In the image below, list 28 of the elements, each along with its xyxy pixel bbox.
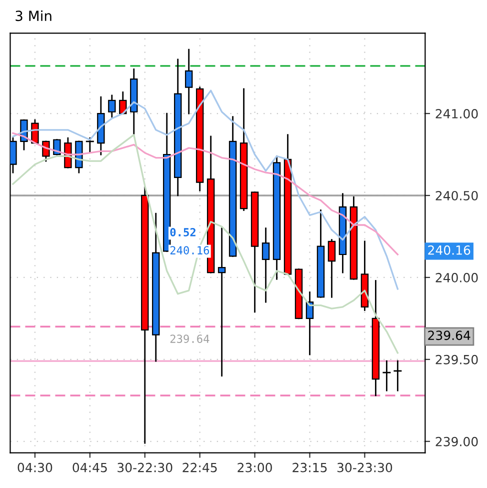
annotation: 240.16 xyxy=(170,246,210,254)
candlestick xyxy=(394,360,402,392)
text: 239.64 xyxy=(428,330,470,340)
x-tick-label: 30-23:30 xyxy=(337,462,392,472)
chart-title: 3 Min xyxy=(16,10,52,22)
x-tick-label: 04:45 xyxy=(72,462,107,472)
candlestick xyxy=(328,239,336,298)
y-tick-label: 239.50 xyxy=(436,354,478,364)
y-tick-label: 240.50 xyxy=(436,190,478,200)
candlestick xyxy=(108,94,116,118)
y-tick-label: 241.00 xyxy=(436,108,478,118)
text: 240.16 xyxy=(428,245,470,255)
candlestick xyxy=(218,228,226,377)
line-series xyxy=(12,90,399,290)
candlestick xyxy=(262,228,270,303)
x-tick-label: 23:15 xyxy=(292,462,327,472)
line-series xyxy=(12,134,399,354)
x-tick-label: 30-22:30 xyxy=(118,462,172,472)
x-tick-label: 22:45 xyxy=(182,462,217,472)
candlestick xyxy=(53,139,61,156)
candlestick xyxy=(86,137,94,154)
x-tick-label: 04:30 xyxy=(18,462,52,472)
annotation: 239.64 xyxy=(170,334,210,343)
x-tick-label: 23:00 xyxy=(238,462,272,472)
y-tick-label: 240.00 xyxy=(436,272,478,282)
annotation: 0.52 xyxy=(170,228,196,236)
candlestick xyxy=(184,48,193,114)
y-tick-label: 239.00 xyxy=(436,436,478,446)
